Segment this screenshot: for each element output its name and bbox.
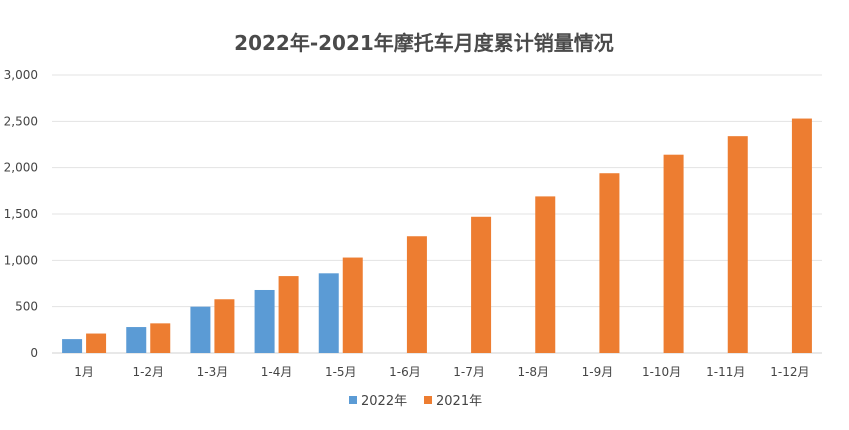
bar-series-2021 [86,333,107,353]
y-tick-label: 2,500 [4,114,38,128]
chart-title: 2022年-2021年摩托车月度累计销量情况 [234,31,614,55]
x-tick-label: 1-3月 [197,365,229,379]
bar-series-2021 [406,236,427,353]
x-tick-label: 1-7月 [453,365,485,379]
y-tick-label: 0 [30,346,38,360]
bar-series-2021 [471,216,492,353]
bar-series-2022 [190,306,211,353]
y-tick-label: 500 [15,300,38,314]
y-tick-label: 1,500 [4,207,38,221]
x-tick-label: 1-4月 [261,365,293,379]
x-tick-label: 1-5月 [325,365,357,379]
bars-layer [62,118,812,353]
legend-swatch [349,396,357,404]
y-tick-label: 1,000 [4,253,38,267]
bar-series-2021 [535,196,556,353]
x-tick-label: 1-11月 [706,365,745,379]
bar-series-2021 [150,323,171,353]
bar-series-2022 [254,289,275,353]
x-tick-label: 1-9月 [582,365,614,379]
bar-series-2021 [727,136,748,353]
x-tick-label: 1-10月 [642,365,681,379]
bar-series-2021 [278,276,299,353]
legend-label: 2021年 [436,394,482,409]
bar-series-2021 [599,173,620,353]
grid-layer [52,74,822,354]
bar-series-2022 [126,327,147,353]
bar-series-2022 [318,273,339,353]
legend-label: 2022年 [361,394,407,409]
bar-series-2022 [62,339,83,353]
legend-swatch [424,396,432,404]
y-axis: 0 500 1,000 1,500 2,000 2,500 3,000 [4,68,38,360]
y-tick-label: 3,000 [4,68,38,82]
bar-series-2021 [342,257,363,353]
x-tick-label: 1-2月 [132,365,164,379]
bar-series-2021 [791,118,812,353]
bar-series-2021 [214,299,235,353]
x-tick-label: 1-8月 [517,365,549,379]
x-axis: 1月 1-2月 1-3月 1-4月 1-5月 1-6月 1-7月 1-8月 1-9月 1-10月 1… [74,365,809,379]
bar-series-2021 [663,154,684,353]
x-tick-label: 1-12月 [770,365,809,379]
y-tick-label: 2,000 [4,161,38,175]
x-tick-label: 1-6月 [389,365,421,379]
x-tick-label: 1月 [74,365,94,379]
legend: 2022年 2021年 [349,394,482,409]
